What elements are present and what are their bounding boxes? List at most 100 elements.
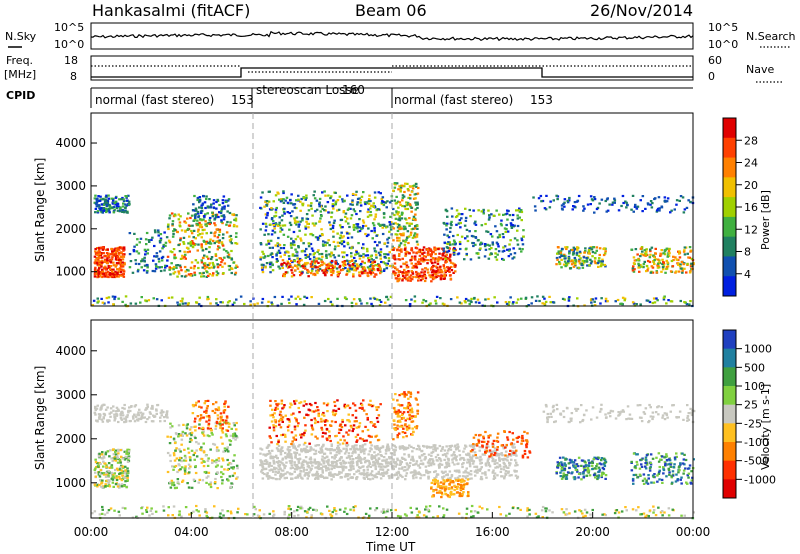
power-echo-cell (158, 241, 162, 244)
velocity-echo-cell (346, 473, 349, 476)
velocity-echo-cell (205, 415, 209, 418)
velocity-echo-cell (310, 467, 313, 470)
velocity-echo-cell (342, 465, 346, 468)
power-echo-cell (688, 271, 692, 274)
velocity-echo-cell (342, 447, 345, 450)
cpid-row: CPID normal (fast stereo) 153 stereoscan… (6, 83, 693, 108)
power-echo-cell (386, 241, 390, 244)
power-echo-cell (331, 264, 334, 267)
velocity-echo-cell (370, 454, 373, 457)
power-echo-cell (348, 267, 351, 270)
power-echo-cell (266, 211, 269, 215)
power-echo-cell (307, 209, 311, 212)
velocity-echo-cell (194, 429, 197, 432)
power-echo-cell (380, 260, 383, 264)
power-echo-cell (271, 229, 275, 232)
power-echo-cell (208, 219, 211, 222)
power-echo-cell (423, 279, 427, 283)
velocity-echo-cell (126, 467, 129, 470)
velocity-echo-cell (300, 464, 304, 467)
power-echo-cell (414, 201, 417, 204)
power-echo-cell (635, 303, 638, 306)
power-echo-cell (645, 250, 648, 253)
power-echo-cell (570, 260, 573, 263)
power-echo-cell (364, 202, 367, 206)
power-echo-cell (689, 200, 692, 203)
velocity-echo-cell (99, 479, 102, 482)
velocity-echo-cell (335, 453, 338, 456)
power-echo-cell (538, 299, 541, 303)
velocity-echo-cell (234, 434, 237, 437)
velocity-echo-cell (279, 448, 282, 451)
power-echo-cell (103, 254, 106, 258)
power-echo-cell (324, 209, 327, 212)
power-echo-cell (279, 255, 282, 258)
velocity-echo-cell (200, 461, 204, 464)
power-echo-cell (200, 259, 203, 262)
power-echo-cell (312, 256, 316, 259)
velocity-echo-cell (215, 446, 219, 449)
velocity-echo-cell (375, 476, 379, 479)
power-echo-cell (414, 213, 417, 216)
velocity-echo-cell (333, 457, 336, 460)
velocity-echo-cell (107, 484, 111, 487)
power-echo-cell (295, 250, 298, 253)
power-echo-cell (317, 257, 321, 260)
velocity-echo-cell (133, 413, 136, 416)
power-echo-cell (110, 197, 113, 200)
velocity-echo-cell (302, 404, 305, 407)
power-echo-cell (116, 204, 119, 207)
velocity-echo-cell (484, 473, 487, 476)
velocity-echo-cell (197, 442, 200, 445)
velocity-echo-cell (137, 411, 140, 414)
power-echo-cell (410, 206, 413, 209)
velocity-echo-cell (119, 413, 122, 416)
velocity-echo-cell (336, 465, 339, 468)
power-echo-cell (321, 233, 324, 237)
power-echo-cell (402, 234, 405, 237)
power-echo-cell (233, 218, 236, 221)
power-echo-cell (405, 266, 409, 269)
velocity-echo-cell (315, 474, 318, 477)
velocity-echo-cell (214, 401, 218, 404)
power-echo-cell (573, 248, 576, 251)
power-echo-cell (204, 213, 207, 216)
velocity-echo-cell (398, 467, 401, 470)
power-echo-cell (267, 233, 270, 236)
power-echo-cell (463, 224, 467, 227)
power-echo-cell (204, 242, 208, 246)
velocity-echo-cell (126, 474, 129, 477)
velocity-echo-cell (320, 458, 324, 461)
power-echo-cell (662, 298, 666, 301)
velocity-echo-cell (331, 410, 335, 413)
power-echo-cell (420, 251, 424, 254)
velocity-echo-cell (281, 462, 284, 465)
power-echo-cell (353, 210, 357, 213)
velocity-echo-cell (314, 421, 317, 425)
power-echo-cell (394, 222, 397, 225)
power-echo-cell (426, 271, 430, 274)
velocity-echo-cell (337, 407, 341, 410)
power-echo-cell (326, 201, 330, 204)
power-echo-cell (332, 240, 336, 243)
power-echo-cell (111, 202, 115, 205)
power-echo-cell (295, 207, 298, 210)
velocity-echo-cell (94, 467, 97, 470)
power-echo-cell (408, 193, 412, 197)
velocity-echo-cell (367, 477, 370, 480)
velocity-echo-cell (190, 431, 194, 434)
power-echo-cell (459, 221, 462, 225)
power-echo-cell (660, 249, 663, 252)
velocity-echo-cell (333, 466, 336, 469)
power-echo-cell (190, 232, 194, 235)
power-echo-cell (416, 201, 419, 204)
power-echo-cell (169, 250, 172, 253)
velocity-echo-cell (384, 461, 388, 464)
power-echo-cell (216, 198, 219, 201)
power-echo-cell (132, 250, 136, 253)
velocity-echo-cell (126, 470, 130, 473)
velocity-echo-cell (390, 456, 393, 459)
velocity-echo-cell (326, 438, 329, 442)
velocity-echo-cell (210, 431, 213, 435)
